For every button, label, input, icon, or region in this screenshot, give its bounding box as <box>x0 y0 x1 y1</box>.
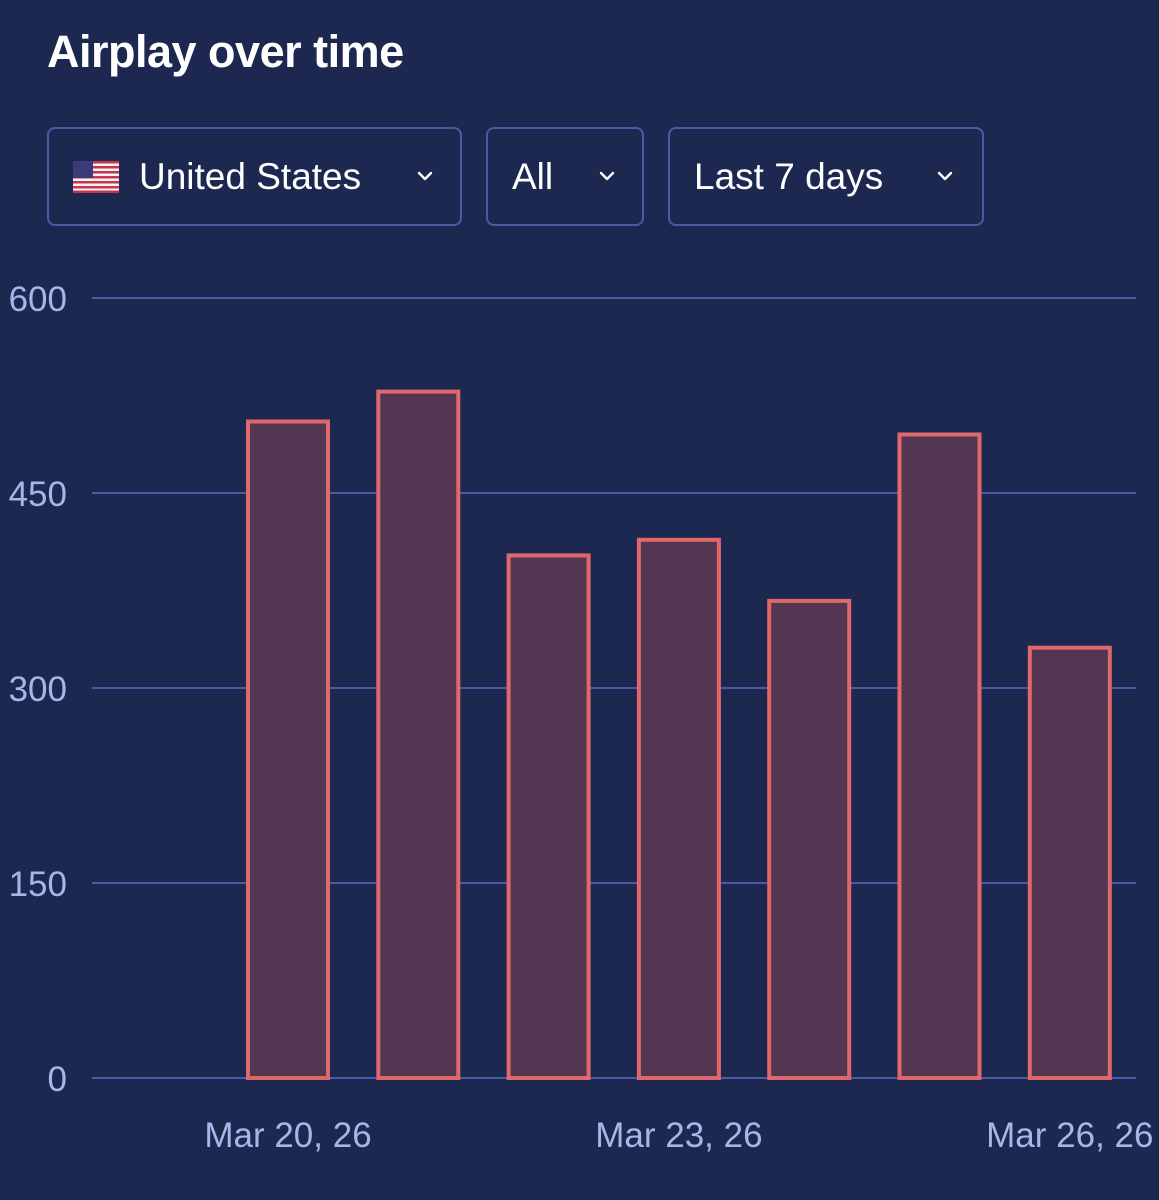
x-tick-label: Mar 23, 26 <box>595 1116 762 1155</box>
y-tick-label: 0 <box>48 1060 67 1099</box>
bar <box>376 389 461 1081</box>
bar <box>636 537 721 1080</box>
bar <box>1027 645 1112 1080</box>
x-tick-label: Mar 26, 26 <box>986 1116 1153 1155</box>
country-dropdown[interactable]: United States <box>47 127 462 226</box>
type-dropdown-label: All <box>512 155 554 197</box>
y-tick-label: 150 <box>9 865 67 904</box>
chevron-down-icon <box>937 171 953 181</box>
y-tick-label: 600 <box>9 280 67 319</box>
airplay-bar-chart: 0 150 300 450 600 Mar 20, 26 Mar 23, 26 Mar 26,… <box>9 280 1154 1155</box>
date-range-dropdown[interactable]: Last 7 days <box>668 127 984 226</box>
x-tick-label: Mar 20, 26 <box>204 1116 371 1155</box>
y-tick-label: 300 <box>9 670 67 709</box>
bar <box>767 598 852 1080</box>
bar <box>506 553 591 1080</box>
y-tick-label: 450 <box>9 475 67 514</box>
bar <box>246 419 330 1080</box>
us-flag-icon <box>73 160 119 193</box>
type-dropdown[interactable]: All <box>486 127 644 226</box>
chevron-down-icon <box>599 171 615 181</box>
page-title: Airplay over time <box>47 26 404 77</box>
country-dropdown-label: United States <box>139 155 362 197</box>
bar <box>897 432 982 1080</box>
date-range-dropdown-label: Last 7 days <box>694 155 884 197</box>
chevron-down-icon <box>417 171 433 181</box>
